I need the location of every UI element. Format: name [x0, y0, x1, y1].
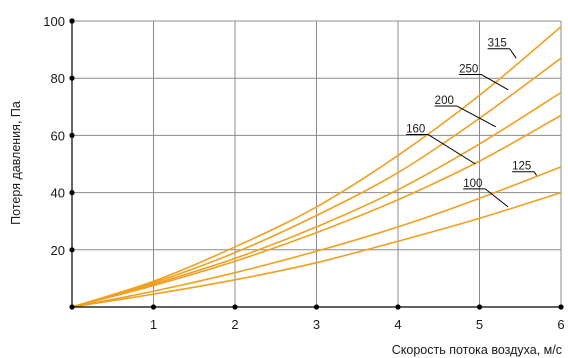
x-tick-label-2: 2	[231, 317, 238, 332]
x-tick-dot-3	[313, 304, 320, 310]
x-tick-label-5: 5	[476, 317, 483, 332]
y-tick-dot-40	[69, 190, 75, 196]
x-tick-dot-4	[395, 304, 401, 310]
series-line-160	[71, 114, 562, 308]
series-leader-line-200	[456, 105, 497, 128]
series-callouts: 315 250 200 160 125 100	[406, 38, 537, 208]
tick-labels: 20 40 60 80 100 1 2 3 4 5 6	[43, 14, 564, 332]
x-tick-label-3: 3	[313, 317, 320, 332]
series-label-200: 200	[435, 95, 454, 107]
series-line-125	[71, 166, 562, 308]
series-label-250: 250	[459, 63, 478, 75]
grid	[72, 20, 562, 307]
y-tick-label-40: 40	[51, 186, 65, 201]
y-tick-label-80: 80	[51, 71, 65, 86]
axes	[69, 18, 564, 310]
y-tick-dot-100	[69, 18, 75, 24]
series-line-200	[71, 91, 562, 308]
series-label-100: 100	[463, 178, 482, 190]
x-axis-label: Скорость потока воздуха, м/с	[392, 343, 562, 357]
y-tick-label-20: 20	[51, 243, 65, 258]
y-tick-dot-80	[69, 75, 75, 81]
series-leader-line-160	[427, 134, 476, 165]
series-leader-line-315	[509, 48, 517, 59]
series-leader-line-250	[480, 74, 509, 91]
series-leader-line-125	[533, 171, 537, 176]
x-tick-dot-2	[232, 304, 238, 310]
y-axis-label: Потеря давления, Па	[9, 101, 23, 225]
x-tick-dot-6	[558, 304, 564, 310]
y-tick-label-60: 60	[51, 128, 65, 143]
series-label-315: 315	[488, 38, 507, 50]
origin-dot	[69, 304, 75, 310]
x-tick-label-6: 6	[557, 317, 564, 332]
x-tick-label-4: 4	[394, 317, 401, 332]
series-line-315	[71, 26, 562, 308]
x-tick-label-1: 1	[150, 317, 157, 332]
series-leader-line-100	[484, 188, 509, 208]
series-label-125: 125	[512, 161, 531, 173]
y-tick-dot-60	[69, 132, 75, 138]
x-tick-dot-5	[476, 304, 483, 310]
y-tick-label-100: 100	[43, 14, 65, 29]
series-label-160: 160	[406, 124, 425, 136]
y-tick-dot-20	[69, 247, 75, 253]
series-line-100	[71, 191, 562, 308]
x-tick-dot-1	[150, 304, 157, 310]
